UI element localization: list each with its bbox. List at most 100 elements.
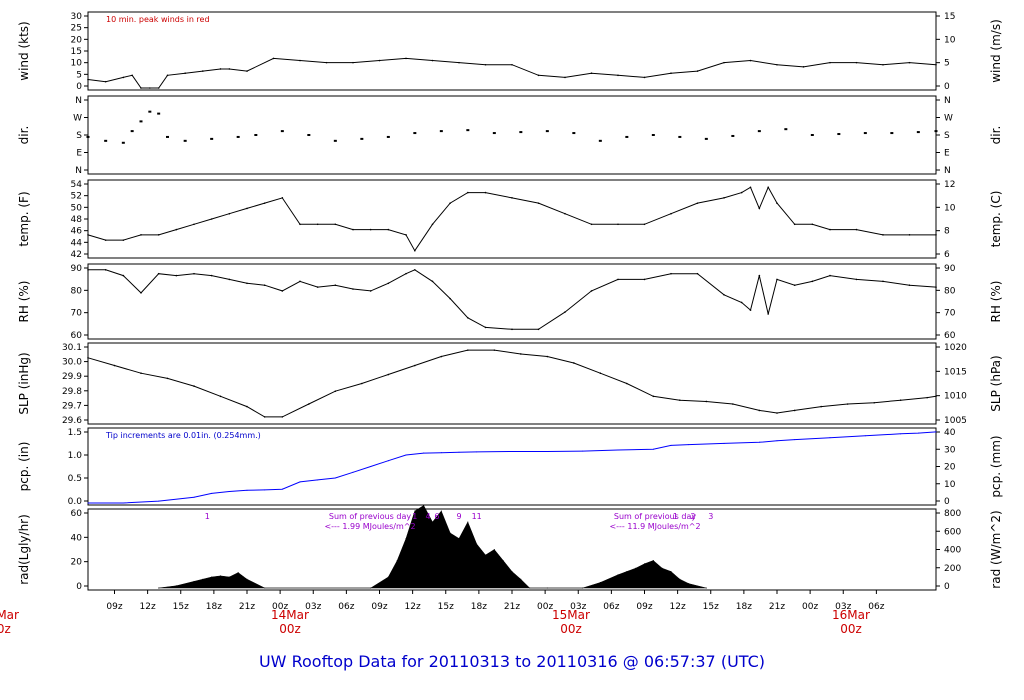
panel-6: rad(Lgly/hr) rad (W/m^2)02040600200400600… <box>17 505 1003 592</box>
data-point <box>864 435 866 437</box>
data-point <box>361 382 363 385</box>
y-tick-label: N <box>75 96 82 106</box>
data-point <box>776 278 778 281</box>
data-point <box>308 403 310 405</box>
data-point <box>511 328 513 331</box>
data-point <box>228 68 231 70</box>
data-point <box>316 223 319 226</box>
data-point <box>387 576 389 578</box>
data-point <box>219 68 222 70</box>
radiation-tick-mark: 9 <box>456 512 461 521</box>
data-point <box>511 571 513 572</box>
panel-0: wind (kts) wind (m/s)05101520253005101510… <box>17 11 1003 92</box>
data-point <box>617 574 619 576</box>
day-label: 15Mar <box>552 608 590 622</box>
y-tick-label-right: 400 <box>944 546 961 556</box>
data-point <box>449 297 451 300</box>
data-point <box>405 454 407 456</box>
data-point <box>511 451 513 453</box>
x-tick-label: 12z <box>140 602 156 612</box>
y-tick-label: 42 <box>71 250 82 260</box>
series-line <box>87 349 937 418</box>
y-axis-label-right: wind (m/s) <box>989 19 1003 83</box>
y-axis-label-right: rad (W/m^2) <box>989 510 1003 588</box>
y-tick-label-right: 15 <box>944 12 955 22</box>
y-tick-label: 5 <box>76 70 82 80</box>
y-tick-label: 0.5 <box>68 474 82 484</box>
data-point <box>890 132 894 135</box>
y-tick-label-right: E <box>944 149 950 159</box>
y-tick-label: 1.0 <box>68 451 83 461</box>
data-point <box>740 191 743 194</box>
y-tick-label-right: 12 <box>944 180 955 190</box>
data-point <box>122 239 125 241</box>
data-point <box>704 137 708 140</box>
radiation-tick-mark: 11 <box>472 512 482 521</box>
data-point <box>776 412 778 414</box>
data-point <box>652 560 654 561</box>
day-hour-label: 00z <box>0 622 11 636</box>
data-point <box>387 460 389 462</box>
y-tick-label-right: 800 <box>944 509 961 519</box>
data-point <box>758 441 760 443</box>
data-point <box>599 372 602 375</box>
x-tick-label: 21z <box>504 602 520 612</box>
data-point <box>281 290 284 292</box>
panel-3: RH (%) RH (%) 60 70 80 90 60 70 80 90 <box>17 263 1003 341</box>
data-point <box>652 448 654 450</box>
data-point <box>414 269 416 271</box>
y-tick-label-right: 30 <box>944 445 956 455</box>
data-point <box>511 63 513 66</box>
data-point <box>626 571 628 572</box>
y-tick-label: 60 <box>71 509 83 519</box>
data-point <box>449 532 451 534</box>
radiation-sum-value: <--- 11.9 MJoules/m^2 <box>609 522 700 531</box>
radiation-tick-mark: 4 <box>426 512 431 521</box>
y-tick-label: W <box>73 114 82 124</box>
data-point <box>758 409 761 412</box>
data-point <box>882 234 884 236</box>
data-point <box>802 66 805 68</box>
y-tick-label-right: 600 <box>944 527 961 537</box>
y-tick-label-right: 40 <box>944 428 956 438</box>
data-point <box>139 120 143 123</box>
radiation-tick-mark: 3 <box>708 512 713 521</box>
data-point <box>264 489 266 491</box>
data-point <box>352 288 354 290</box>
data-point <box>723 293 725 296</box>
y-tick-label: 20 <box>71 35 83 45</box>
y-axis-label: rad(Lgly/hr) <box>17 514 31 585</box>
data-point <box>211 576 213 578</box>
data-point <box>776 440 778 442</box>
data-point <box>211 492 213 494</box>
y-tick-label-right: 8 <box>944 227 950 237</box>
data-point <box>520 578 522 580</box>
data-point <box>387 228 390 231</box>
data-point <box>793 223 796 226</box>
y-tick-label: S <box>76 131 82 141</box>
data-point <box>334 284 337 286</box>
y-tick-label-right: 1005 <box>944 416 967 426</box>
data-point <box>758 274 761 277</box>
y-tick-label: 29.9 <box>62 372 82 382</box>
data-point <box>519 131 523 134</box>
y-tick-label: 29.7 <box>62 401 82 411</box>
y-tick-label: 0 <box>76 582 82 592</box>
data-point <box>228 490 230 492</box>
data-point <box>837 133 841 136</box>
data-point <box>811 280 814 283</box>
y-tick-label: 80 <box>71 286 83 296</box>
y-axis-label: RH (%) <box>17 281 31 323</box>
data-point <box>219 395 222 398</box>
data-point <box>908 61 911 64</box>
data-point <box>582 450 584 452</box>
data-point <box>679 399 681 401</box>
data-point <box>794 439 796 441</box>
data-point <box>625 135 629 138</box>
data-point <box>493 349 496 351</box>
x-tick-label: 09z <box>106 602 122 612</box>
data-point <box>749 59 752 62</box>
radiation-tick-mark: 1 <box>412 512 417 521</box>
data-point <box>130 130 134 133</box>
data-point <box>440 355 443 358</box>
